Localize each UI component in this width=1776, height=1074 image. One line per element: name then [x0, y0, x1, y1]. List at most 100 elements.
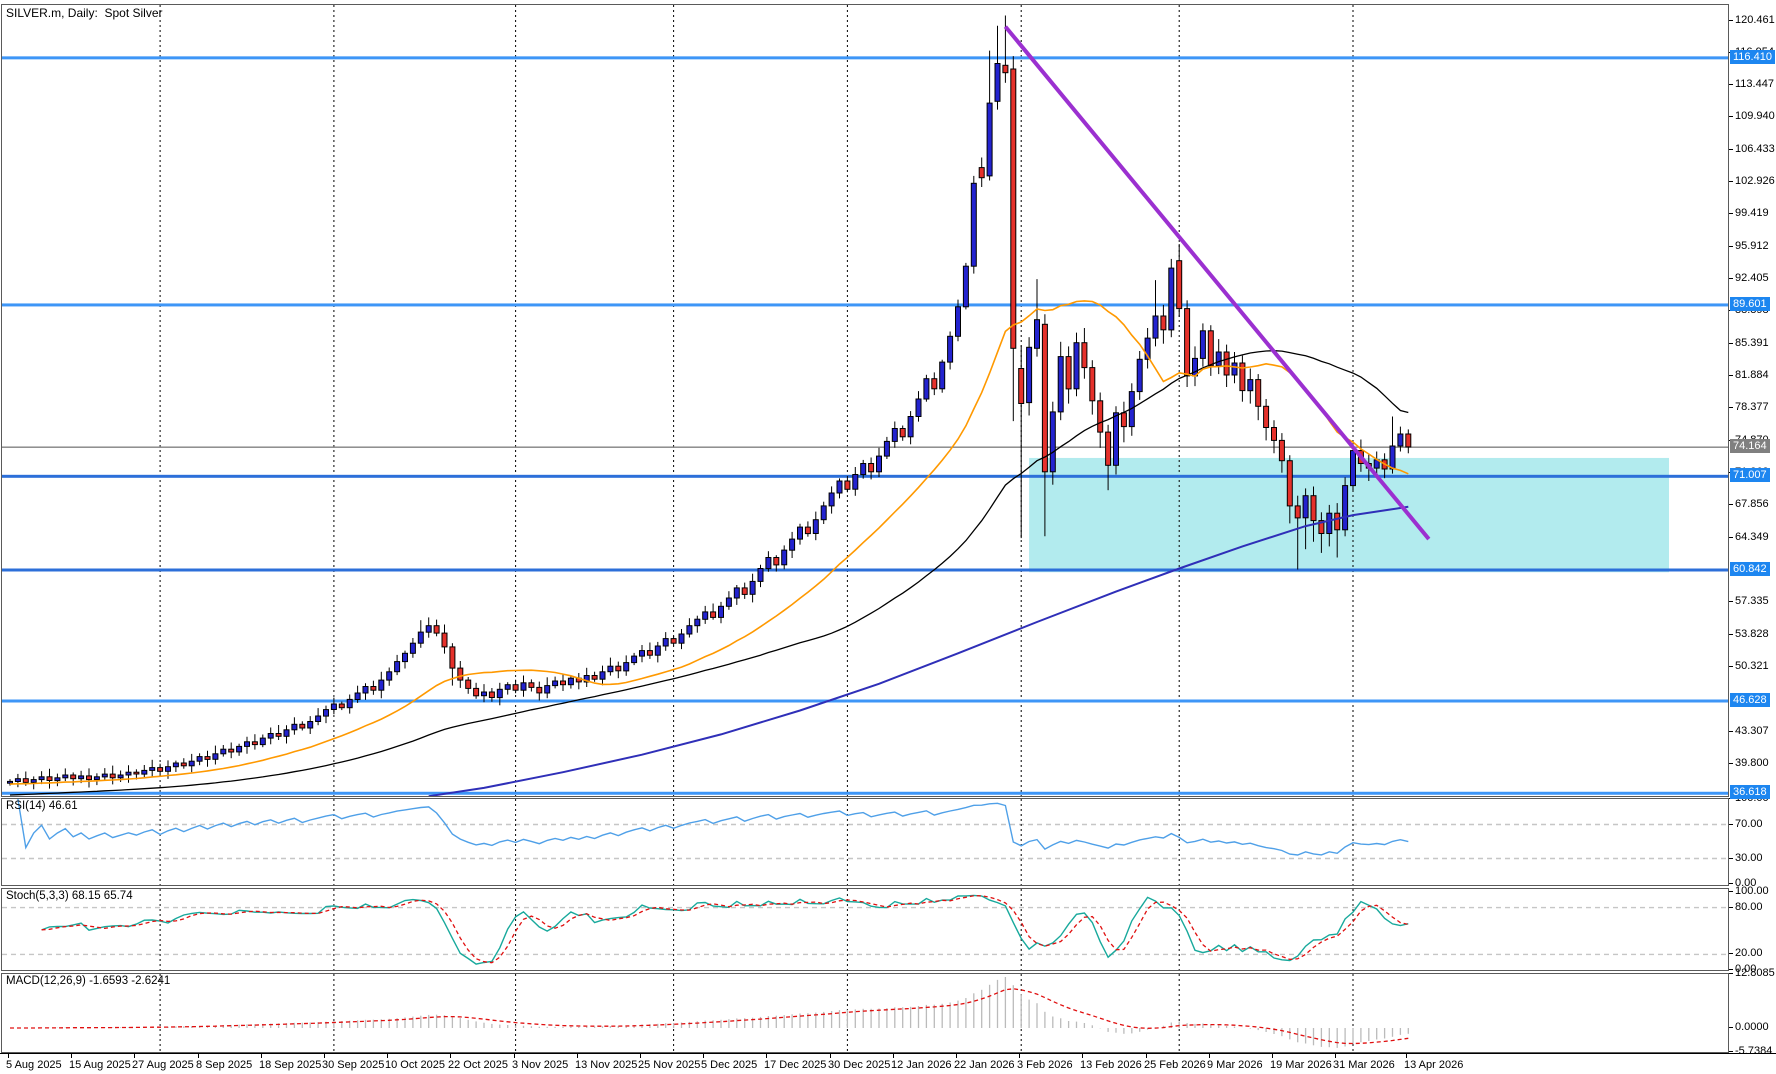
- price-tick: 64.349: [1729, 531, 1769, 543]
- candlestick-chart[interactable]: [2, 5, 1728, 796]
- stoch-label: Stoch(5,3,3) 68.15 65.74: [6, 890, 133, 902]
- time-axis[interactable]: 5 Aug 2025 15 Aug 2025 27 Aug 2025 8 Sep 20…: [0, 1053, 1776, 1074]
- stoch-d-line: [41, 895, 1409, 964]
- time-label: 30 Dec 2025: [828, 1059, 891, 1071]
- stoch-axis-tick: 20.00: [1729, 947, 1763, 959]
- level-line-116.410[interactable]: [2, 56, 1728, 60]
- time-label: 30 Sep 2025: [322, 1059, 385, 1071]
- time-label: 13 Apr 2026: [1404, 1059, 1464, 1071]
- price-tick: 57.335: [1729, 595, 1769, 607]
- time-tick: [766, 1054, 767, 1058]
- level-line-60.842[interactable]: [2, 568, 1728, 572]
- candles-series: [7, 15, 1412, 790]
- level-line-46.628[interactable]: [2, 699, 1728, 703]
- price-tick: 95.912: [1729, 240, 1769, 252]
- stoch-axis-tick: 80.00: [1729, 901, 1763, 913]
- macd-axis-tick: 12.8085: [1729, 967, 1775, 979]
- time-label: 25 Nov 2025: [638, 1059, 701, 1071]
- stoch-panel[interactable]: [1, 888, 1729, 971]
- time-label: 5 Aug 2025: [6, 1059, 62, 1071]
- time-tick: [893, 1054, 894, 1058]
- time-tick: [1019, 1054, 1020, 1058]
- time-tick: [1272, 1054, 1273, 1058]
- time-label: 8 Sep 2025: [196, 1059, 253, 1071]
- macd-panel[interactable]: [1, 973, 1729, 1053]
- stochastic-chart[interactable]: [2, 889, 1728, 970]
- macd-signal-line: [10, 988, 1409, 1045]
- time-label: 9 Mar 2026: [1207, 1059, 1263, 1071]
- price-tick: 113.447: [1729, 78, 1774, 90]
- macd-histogram: [17, 977, 1409, 1048]
- rsi-panel[interactable]: [1, 798, 1729, 886]
- macd-axis-tick: 0.0000: [1729, 1021, 1769, 1033]
- time-tick: [387, 1054, 388, 1058]
- time-tick: [198, 1054, 199, 1058]
- rsi-axis-tick: 0.00: [1729, 877, 1756, 889]
- rsi-chart[interactable]: [2, 799, 1728, 885]
- month-separator-lines: [159, 889, 1354, 970]
- time-tick: [1335, 1054, 1336, 1058]
- price-tick: 120.461: [1729, 14, 1775, 26]
- time-tick: [830, 1054, 831, 1058]
- price-badge-89.601: 89.601: [1730, 297, 1770, 311]
- level-line-71.007[interactable]: [2, 474, 1728, 478]
- price-axis[interactable]: 120.461116.954113.447109.940106.433102.9…: [1729, 0, 1776, 1074]
- time-tick: [1082, 1054, 1083, 1058]
- price-tick: 81.884: [1729, 369, 1769, 381]
- time-label: 25 Feb 2026: [1144, 1059, 1206, 1071]
- rsi-line: [17, 799, 1409, 856]
- time-label: 17 Dec 2025: [764, 1059, 827, 1071]
- time-label: 12 Jan 2026: [891, 1059, 952, 1071]
- time-tick: [1406, 1054, 1407, 1058]
- main-chart-panel[interactable]: [1, 4, 1729, 797]
- price-tick: 85.391: [1729, 337, 1769, 349]
- price-tick: 92.405: [1729, 272, 1769, 284]
- time-tick: [8, 1054, 9, 1058]
- price-badge-36.618: 36.618: [1730, 785, 1770, 799]
- time-label: 3 Nov 2025: [512, 1059, 569, 1071]
- time-tick: [261, 1054, 262, 1058]
- time-tick: [640, 1054, 641, 1058]
- price-badge-116.410: 116.410: [1730, 50, 1775, 64]
- price-tick: 67.856: [1729, 498, 1769, 510]
- time-label: 18 Sep 2025: [259, 1059, 322, 1071]
- rsi-axis-tick: 70.00: [1729, 818, 1763, 830]
- price-tick: 78.377: [1729, 401, 1769, 413]
- price-tick: 43.307: [1729, 725, 1769, 737]
- time-label: 27 Aug 2025: [132, 1059, 194, 1071]
- time-tick: [450, 1054, 451, 1058]
- time-label: 10 Oct 2025: [385, 1059, 445, 1071]
- price-badge-46.628: 46.628: [1730, 693, 1770, 707]
- level-line-89.601[interactable]: [2, 303, 1728, 307]
- time-tick: [514, 1054, 515, 1058]
- current-price-badge: 74.164: [1730, 439, 1770, 453]
- price-badge-60.842: 60.842: [1730, 562, 1770, 576]
- time-label: 3 Feb 2026: [1017, 1059, 1073, 1071]
- time-label: 13 Nov 2025: [575, 1059, 638, 1071]
- time-tick: [1146, 1054, 1147, 1058]
- macd-axis-tick: -5.7384: [1729, 1045, 1772, 1057]
- time-tick: [956, 1054, 957, 1058]
- price-tick: 109.940: [1729, 110, 1775, 122]
- time-tick: [324, 1054, 325, 1058]
- price-badge-71.007: 71.007: [1730, 468, 1770, 482]
- time-label: 19 Mar 2026: [1270, 1059, 1332, 1071]
- macd-chart[interactable]: [2, 974, 1728, 1052]
- rsi-axis-tick: 30.00: [1729, 852, 1763, 864]
- ma-slow50-line: [9, 350, 1409, 796]
- price-tick: 53.828: [1729, 628, 1769, 640]
- rsi-label: RSI(14) 46.61: [6, 800, 78, 812]
- time-tick: [703, 1054, 704, 1058]
- month-separator-lines: [159, 5, 1354, 796]
- trendline[interactable]: [1003, 25, 1431, 541]
- time-label: 22 Jan 2026: [954, 1059, 1015, 1071]
- time-label: 15 Aug 2025: [69, 1059, 131, 1071]
- month-separator-lines: [159, 799, 1354, 885]
- time-label: 13 Feb 2026: [1080, 1059, 1142, 1071]
- price-tick: 102.926: [1729, 175, 1775, 187]
- time-label: 5 Dec 2025: [701, 1059, 758, 1071]
- level-line-36.618[interactable]: [2, 791, 1728, 795]
- ma-200-line: [428, 505, 1409, 796]
- time-tick: [71, 1054, 72, 1058]
